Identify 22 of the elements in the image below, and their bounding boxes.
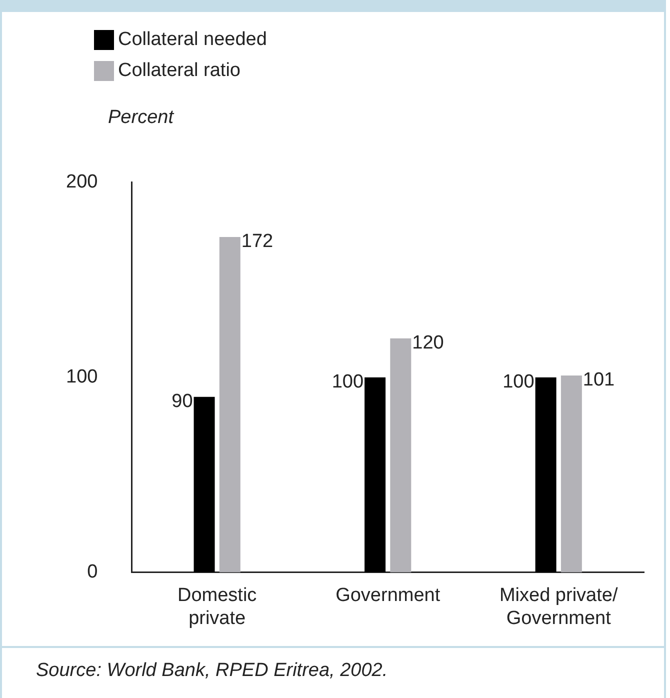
- legend-label: Collateral ratio: [118, 60, 240, 82]
- data-label: 90: [172, 391, 193, 412]
- y-tick-label: 200: [66, 172, 98, 193]
- bar: [390, 338, 412, 572]
- bar: [535, 377, 556, 572]
- legend-label: Collateral needed: [118, 28, 267, 50]
- bar: [219, 237, 240, 572]
- x-tick-label: Domestic private: [177, 585, 257, 629]
- y-axis-title: Percent: [108, 107, 174, 129]
- data-label: 172: [241, 231, 274, 252]
- bar: [194, 396, 215, 572]
- data-label: 100: [332, 372, 364, 393]
- bar: [364, 377, 386, 572]
- y-tick-label: 100: [66, 366, 98, 388]
- data-label: 120: [412, 332, 444, 354]
- data-label: 101: [582, 370, 615, 391]
- data-label: 100: [502, 372, 534, 393]
- source-note: Source: World Bank, RPED Eritrea, 2002.: [2, 646, 664, 682]
- y-tick-label: 0: [87, 562, 98, 583]
- x-tick-label: Mixed private/ Government: [499, 585, 618, 629]
- x-tick-label: Government: [336, 585, 441, 606]
- bar: [560, 375, 582, 572]
